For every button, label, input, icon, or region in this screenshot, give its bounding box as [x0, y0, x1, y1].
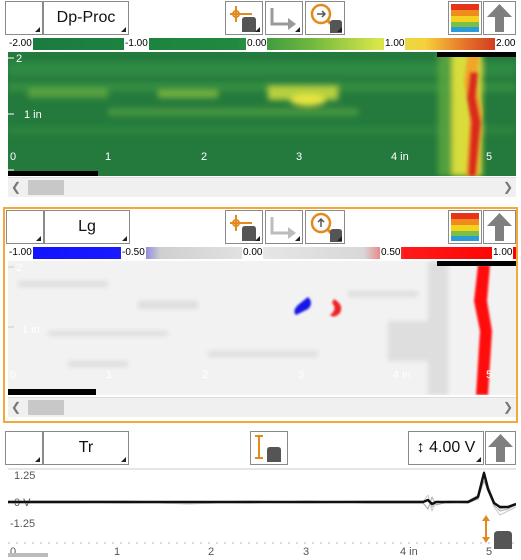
- scroll-thumb[interactable]: [28, 180, 64, 195]
- y-tick-top: 2: [16, 262, 22, 274]
- panel-dp-proc: Dp-Proc: [3, 0, 518, 200]
- export-arrow-icon: [270, 8, 296, 30]
- x-tick-3: 3: [298, 369, 304, 381]
- y-tick-bottom: -1.25: [10, 518, 35, 530]
- channel-selector-button[interactable]: [6, 210, 44, 244]
- scroll-left-icon[interactable]: ❮: [11, 180, 22, 194]
- voltage-range-dropdown[interactable]: ↕ 4.00 V: [408, 431, 484, 465]
- y-tick-top: 2: [16, 53, 22, 65]
- x-tick-0: 0: [10, 369, 16, 381]
- palette-icon: [451, 4, 479, 32]
- vertical-cursor-icon: [255, 435, 281, 462]
- signal-name-label: Lg: [78, 218, 96, 235]
- panel-lg: Lg: [3, 207, 518, 423]
- scroll-left-icon[interactable]: ❮: [11, 400, 22, 414]
- x-tick-2: 2: [208, 546, 214, 558]
- heatmap-svg[interactable]: 2 1 in 0 1 2 3 4 in 5: [8, 261, 516, 395]
- export-arrow-icon: [270, 217, 296, 239]
- scale-label-min: -2.00: [8, 37, 33, 50]
- x-tick-3: 3: [296, 151, 302, 163]
- x-tick-4: 4 in: [393, 369, 411, 381]
- signal-name-dropdown[interactable]: Tr: [43, 431, 129, 465]
- x-tick-1: 1: [114, 546, 120, 558]
- y-tick-mid: 1 in: [24, 109, 42, 121]
- zoom-tool-icon: [310, 3, 342, 33]
- y-tick-top: 1.25: [14, 470, 35, 482]
- scale-label-max: 1.00: [492, 246, 514, 259]
- x-tick-2: 2: [202, 369, 208, 381]
- color-scale-bar: -2.00 -1.00 0.00 1.00 2.00: [8, 37, 517, 50]
- up-button[interactable]: [485, 431, 516, 465]
- y-tick-mid: 1 in: [22, 324, 40, 336]
- cursor-tool-icon: [230, 215, 256, 241]
- signal-name-dropdown[interactable]: Lg: [44, 210, 130, 244]
- channel-selector-button[interactable]: [5, 1, 43, 35]
- scale-label-mid: 0.00: [246, 37, 268, 50]
- heatmap-plot[interactable]: 2 1 in 0 1 2 3 4 in 5: [8, 261, 516, 395]
- x-tick-4: 4 in: [391, 151, 409, 163]
- color-scale-bar: -1.00 -0.50 0.00 0.50 1.00: [8, 246, 516, 259]
- channel-selector-button[interactable]: [5, 431, 43, 465]
- voltage-range-label: ↕ 4.00 V: [416, 439, 476, 456]
- toolbar: Dp-Proc: [3, 0, 518, 36]
- x-tick-4: 4 in: [400, 546, 418, 558]
- zoom-tool-button[interactable]: [305, 1, 345, 35]
- signal-name-label: Dp-Proc: [56, 9, 116, 26]
- horizontal-scrollbar[interactable]: ❮ ❯: [8, 177, 516, 197]
- panel-tr: Tr ↕ 4.00 V 1.25 0 V -1.25: [3, 430, 518, 560]
- scale-label-q3: 0.50: [380, 246, 402, 259]
- scale-label-mid: 0.00: [242, 246, 264, 259]
- scroll-right-icon[interactable]: ❯: [502, 400, 513, 414]
- up-arrow-icon: [487, 213, 512, 241]
- x-tick-5: 5: [486, 369, 492, 381]
- x-tick-3: 3: [303, 546, 309, 558]
- hand-cursor-icon: [482, 515, 512, 549]
- palette-icon: [451, 213, 479, 241]
- palette-button[interactable]: [448, 210, 482, 244]
- up-arrow-icon: [487, 4, 512, 32]
- export-button[interactable]: [265, 210, 303, 244]
- export-button[interactable]: [265, 1, 303, 35]
- up-button[interactable]: [483, 210, 516, 244]
- palette-button[interactable]: [448, 1, 482, 35]
- signal-name-dropdown[interactable]: Dp-Proc: [43, 1, 129, 35]
- cursor-tool-icon: [230, 6, 256, 32]
- toolbar: Lg: [5, 209, 516, 245]
- x-tick-5: 5: [486, 151, 492, 163]
- x-tick-2: 2: [201, 151, 207, 163]
- heatmap-svg[interactable]: 2 1 in 0 1 2 3 4 in 5: [8, 52, 516, 176]
- zoom-tool-button[interactable]: [305, 210, 345, 244]
- trace-svg[interactable]: 1.25 0 V -1.25 0 1 2 3 4 in 5: [8, 467, 516, 560]
- scale-label-min: -1.00: [8, 246, 33, 259]
- horizontal-scrollbar[interactable]: ❮ ❯: [8, 397, 516, 417]
- x-tick-0: 0: [10, 151, 16, 163]
- x-tick-1: 1: [106, 369, 112, 381]
- voltage-value: 4.00 V: [429, 439, 476, 456]
- scale-label-q3: 1.00: [384, 37, 406, 50]
- cursor-tool-button[interactable]: [225, 210, 263, 244]
- x-tick-5: 5: [486, 546, 492, 558]
- x-tick-0: 0: [10, 546, 16, 558]
- scroll-right-icon[interactable]: ❯: [502, 180, 513, 194]
- scroll-thumb[interactable]: [28, 400, 64, 415]
- scale-label-max: 2.00: [495, 37, 517, 50]
- x-tick-1: 1: [105, 151, 111, 163]
- up-button[interactable]: [483, 1, 516, 35]
- heatmap-plot[interactable]: 2 1 in 0 1 2 3 4 in 5: [8, 52, 516, 176]
- trace-plot[interactable]: 1.25 0 V -1.25 0 1 2 3 4 in 5: [8, 467, 516, 560]
- up-arrow-icon: [488, 434, 513, 462]
- scale-label-q1: -1.00: [124, 37, 149, 50]
- vertical-cursor-button[interactable]: [250, 431, 288, 465]
- scale-label-q1: -0.50: [121, 246, 146, 259]
- signal-name-label: Tr: [78, 439, 94, 456]
- toolbar: Tr ↕ 4.00 V: [3, 430, 518, 466]
- cursor-tool-button[interactable]: [225, 1, 263, 35]
